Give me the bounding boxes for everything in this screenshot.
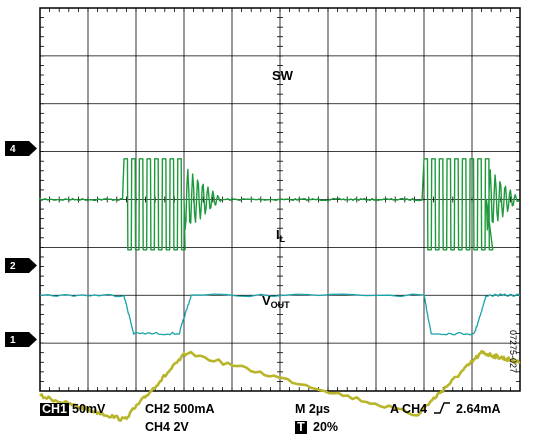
ch2-readout: CH2 500mA — [145, 402, 215, 416]
trigger-position: 20% — [313, 420, 339, 434]
ch1-readout: CH1 50mV — [40, 402, 105, 416]
traces — [39, 158, 521, 422]
il-label-sub: L — [280, 234, 286, 244]
ch4-readout: CH4 2V — [145, 420, 189, 434]
figure-code: 07275-027 — [508, 330, 518, 374]
svg-text:1: 1 — [10, 335, 16, 346]
channel-marker-2: 2 — [5, 258, 37, 273]
ch1-scale: 50mV — [72, 402, 106, 416]
channel-marker-4: 4 — [5, 141, 37, 156]
il-label: IL — [276, 227, 286, 244]
rising-edge-icon — [433, 402, 450, 414]
channel-marker-1: 1 — [5, 332, 37, 347]
svg-text:2: 2 — [10, 261, 16, 272]
trace-sw — [39, 158, 520, 251]
trace-il — [39, 293, 521, 336]
trigger-level: 2.64mA — [456, 402, 501, 416]
trigger-source: A CH4 — [390, 402, 428, 416]
il-label-main: I — [276, 227, 280, 242]
vout-label-main: V — [262, 293, 271, 308]
trigger-position-readout: T 20% — [295, 420, 338, 434]
trigger-readout: A CH4 2.64mA — [390, 402, 501, 416]
vout-label-sub: OUT — [271, 300, 291, 310]
trigger-badge: T — [295, 421, 307, 434]
timebase-readout: M 2µs — [295, 402, 330, 416]
ch1-badge: CH1 — [40, 402, 70, 416]
vout-label: VOUT — [262, 293, 290, 310]
sw-label: SW — [272, 68, 294, 83]
svg-text:4: 4 — [10, 144, 16, 155]
trace-vout — [39, 349, 521, 422]
